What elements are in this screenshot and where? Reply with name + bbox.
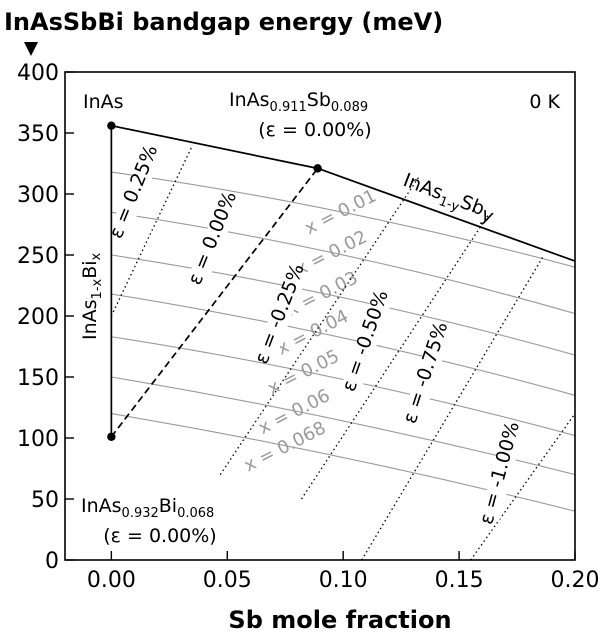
- inasbi-series-label-base: InAs: [79, 299, 101, 340]
- strain-contour-line: [219, 175, 421, 475]
- data-point: [107, 121, 116, 130]
- y-tick-label: 300: [17, 183, 59, 208]
- inassb-point-label-base: InAs: [229, 89, 270, 111]
- strain-contour-label: ε = 0.00%: [184, 188, 241, 288]
- inasbi-point-label-sub2: 0.068: [177, 506, 214, 521]
- y-tick-label: 150: [17, 366, 59, 391]
- chart-title: InAsSbBi bandgap energy (meV): [4, 8, 443, 36]
- strain-label-bg: [187, 190, 242, 288]
- strain-contour-line: [300, 213, 490, 500]
- x-tick-label: 0.00: [87, 568, 136, 593]
- inasbi-series-label-end: x: [89, 252, 104, 260]
- inasbi-point-label-base: InAs: [81, 495, 122, 517]
- inassb-point-label-mid: Sb: [307, 89, 331, 111]
- inasbi-point-label-mid: Bi: [159, 495, 177, 517]
- x-axis-label: Sb mole fraction: [228, 606, 451, 634]
- strain-label-bg: [254, 266, 309, 363]
- y-axis-arrow-icon: [24, 42, 38, 56]
- y-tick-label: 200: [17, 305, 59, 330]
- bi-contour-line: [111, 254, 575, 356]
- inasbi-series-label-mid: Bi: [79, 260, 101, 278]
- y-tick-label: 100: [17, 427, 59, 452]
- inassb-series-label-sub: 1-y: [437, 194, 462, 215]
- x-ticks: 0.00 0.05 0.10 0.15 0.20: [87, 551, 600, 593]
- data-point: [107, 432, 116, 441]
- bi-contour-line: [111, 413, 575, 512]
- strain-contour-label: ε = 0.25%: [105, 142, 162, 242]
- x-tick-label: 0.15: [435, 568, 484, 593]
- strain-label-bg: [403, 324, 452, 423]
- inasbi-point-label: InAs0.932Bi0.068: [81, 495, 214, 521]
- strain-label-bg: [342, 292, 393, 391]
- inasbi-series-label-sub: 1-x: [90, 278, 105, 299]
- y-tick-label: 400: [17, 61, 59, 86]
- x-tick-label: 0.05: [203, 568, 252, 593]
- inas-point-label: InAs: [83, 91, 124, 113]
- y-tick-label: 250: [17, 244, 59, 269]
- strain-contour-line: [470, 413, 576, 561]
- strain-label-bg: [108, 144, 163, 241]
- strain-contour-label: ε = -0.50%: [338, 287, 393, 394]
- bi-contour-line: [111, 293, 575, 396]
- inasbi-series-label: InAs1-xBix: [79, 252, 105, 340]
- strain-contour-label: ε = -1.00%: [475, 419, 524, 527]
- bi-contour-label: x = 0.01: [301, 185, 379, 239]
- inasbi-point-label-sub1: 0.932: [122, 506, 159, 521]
- bi-contour-line: [111, 336, 575, 437]
- lattice-matched-line: [110, 167, 319, 438]
- data-point: [313, 164, 322, 173]
- y-ticks: 0 50 100 150 200 250 300 350 400: [17, 61, 74, 574]
- y-tick-label: 50: [31, 488, 59, 513]
- strain-contour-line: [110, 144, 194, 317]
- inassb-point-label: InAs0.911Sb0.089: [229, 89, 368, 115]
- x-tick-label: 0.20: [551, 568, 600, 593]
- corner-label: 0 K: [529, 91, 560, 113]
- points-group: [107, 121, 322, 441]
- y-tick-label: 350: [17, 122, 59, 147]
- strain-label-bg: [479, 424, 524, 523]
- bi-contour-line: [111, 211, 575, 315]
- inassb-point-strain: (ε = 0.00%): [258, 119, 371, 141]
- inasbi-series-label-bg: [78, 250, 100, 348]
- y-tick-label: 0: [45, 549, 59, 574]
- inasbi-point-strain: (ε = 0.00%): [103, 525, 216, 547]
- inassb-point-label-sub1: 0.911: [270, 100, 307, 115]
- inassb-series-label: InAs1-ySby: [399, 169, 498, 228]
- x-tick-label: 0.10: [319, 568, 368, 593]
- inassb-point-label-sub2: 0.089: [331, 100, 368, 115]
- strain-contour-line: [361, 257, 544, 561]
